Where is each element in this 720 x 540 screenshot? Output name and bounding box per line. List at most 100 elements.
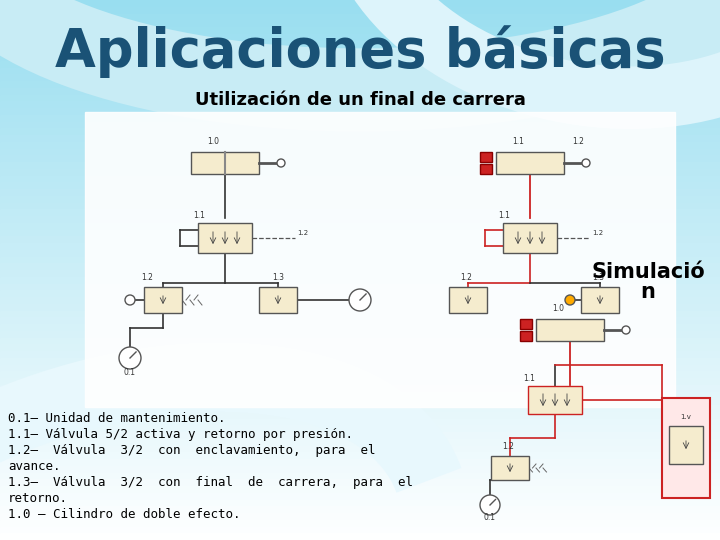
Text: avance.: avance.	[8, 460, 60, 473]
Circle shape	[125, 295, 135, 305]
Bar	[0, 426, 720, 433]
Bar	[0, 141, 720, 150]
Bar	[0, 324, 720, 332]
Bar	[496, 152, 564, 174]
Bar	[0, 148, 720, 156]
Text: 1.1: 1.1	[193, 211, 205, 220]
Bar	[0, 108, 720, 116]
Bar	[0, 405, 720, 413]
Bar	[0, 115, 720, 123]
Bar	[0, 418, 720, 426]
Bar	[0, 243, 720, 251]
Text: 1.2: 1.2	[460, 273, 472, 282]
Bar	[0, 291, 720, 298]
Text: 1.1– Válvula 5/2 activa y retorno por presión.: 1.1– Válvula 5/2 activa y retorno por pr…	[8, 428, 353, 441]
Bar	[0, 453, 720, 460]
Bar	[0, 33, 720, 42]
Bar	[581, 287, 619, 313]
Bar	[0, 351, 720, 359]
Bar	[0, 507, 720, 514]
Bar	[0, 345, 720, 352]
Bar	[0, 399, 720, 406]
Bar	[0, 465, 720, 474]
Bar	[0, 122, 720, 129]
Bar	[0, 364, 720, 372]
Bar	[0, 526, 720, 534]
Bar	[0, 14, 720, 21]
Bar	[0, 472, 720, 480]
Bar	[669, 426, 703, 464]
Bar	[0, 263, 720, 271]
Text: 0.1: 0.1	[483, 513, 495, 522]
Text: 1.2: 1.2	[572, 137, 584, 146]
Bar	[0, 20, 720, 28]
Bar	[0, 230, 720, 237]
Bar	[0, 74, 720, 82]
Text: 1.2: 1.2	[141, 273, 153, 282]
Text: n: n	[641, 282, 655, 302]
Bar	[0, 249, 720, 258]
Bar	[0, 135, 720, 143]
Bar	[0, 168, 720, 177]
Bar	[0, 446, 720, 453]
Bar	[0, 94, 720, 102]
Bar	[0, 222, 720, 231]
Bar	[0, 47, 720, 55]
Text: 1.3: 1.3	[272, 273, 284, 282]
Circle shape	[119, 347, 141, 369]
Bar	[0, 378, 720, 386]
Bar	[0, 102, 720, 109]
Bar	[0, 176, 720, 183]
Circle shape	[277, 159, 285, 167]
Bar	[0, 189, 720, 197]
Bar	[0, 162, 720, 170]
Circle shape	[582, 159, 590, 167]
Bar	[0, 317, 720, 325]
Bar	[191, 152, 259, 174]
Bar	[0, 68, 720, 75]
Bar	[449, 287, 487, 313]
Bar	[0, 297, 720, 305]
Bar	[0, 216, 720, 224]
Text: 1.1: 1.1	[498, 211, 510, 220]
Bar	[0, 492, 720, 501]
Bar	[85, 112, 675, 407]
Bar	[198, 223, 252, 253]
Bar	[0, 486, 720, 494]
Bar	[480, 164, 492, 174]
Bar	[503, 223, 557, 253]
Bar	[0, 411, 720, 420]
Bar	[0, 338, 720, 345]
Bar	[0, 256, 720, 264]
Bar	[144, 287, 182, 313]
Bar	[536, 319, 604, 341]
Text: 1.0: 1.0	[207, 137, 219, 146]
Bar	[0, 519, 720, 528]
Bar	[491, 456, 529, 480]
Text: Simulació: Simulació	[591, 262, 705, 282]
Bar	[0, 128, 720, 136]
Bar	[0, 209, 720, 217]
Circle shape	[480, 495, 500, 515]
Text: 1.0: 1.0	[552, 304, 564, 313]
Text: 1.2: 1.2	[297, 230, 308, 236]
Bar	[259, 287, 297, 313]
Bar	[0, 276, 720, 285]
Bar	[0, 438, 720, 447]
Text: Aplicaciones básicas: Aplicaciones básicas	[55, 25, 665, 78]
Text: 1.2: 1.2	[592, 230, 603, 236]
Text: 1.2–  Válvula  3/2  con  enclavamiento,  para  el: 1.2– Válvula 3/2 con enclavamiento, para…	[8, 444, 376, 457]
Bar	[662, 398, 710, 498]
Bar	[0, 237, 720, 244]
Text: 1.1: 1.1	[512, 137, 524, 146]
Bar	[0, 372, 720, 379]
Bar	[0, 432, 720, 440]
Bar	[0, 183, 720, 190]
Bar	[0, 480, 720, 487]
Text: 1.3–  Válvula  3/2  con  final  de  carrera,  para  el: 1.3– Válvula 3/2 con final de carrera, p…	[8, 476, 413, 489]
Bar	[0, 156, 720, 163]
Bar	[0, 270, 720, 278]
Bar	[0, 40, 720, 48]
Bar	[0, 392, 720, 399]
Circle shape	[622, 326, 630, 334]
